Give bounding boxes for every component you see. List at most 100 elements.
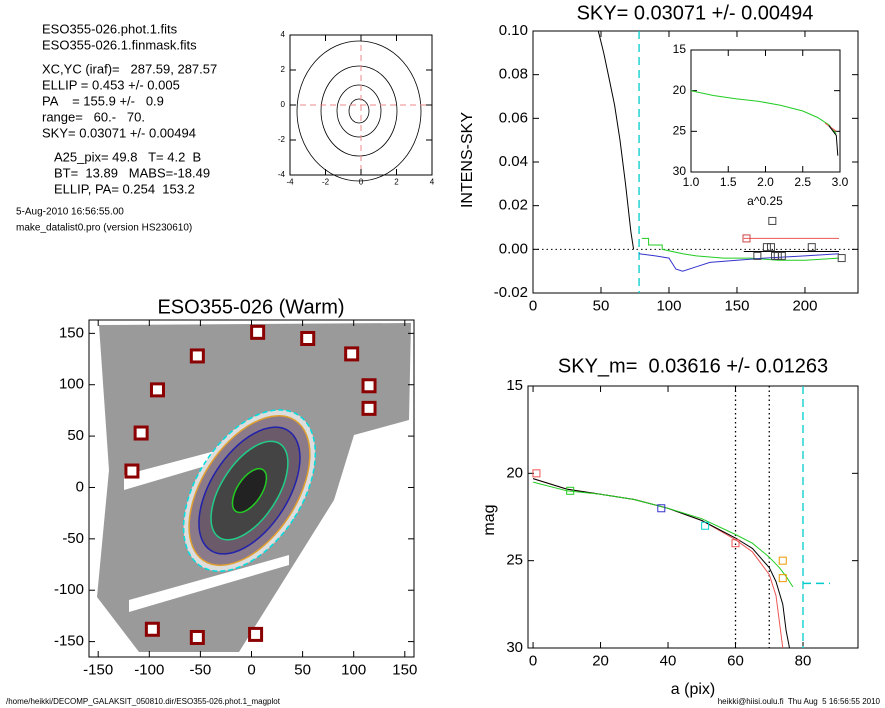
marker: [762, 243, 771, 252]
x-tick-label: 4: [430, 177, 435, 186]
series-line: [641, 237, 840, 261]
x-tick-label: 0: [247, 661, 255, 678]
y-tick-label: 0: [76, 478, 84, 495]
panel: 0 20 40 60 80 15 20 25 30 SKY_m= 0.03616 +/- 0.01…: [481, 355, 859, 698]
y-axis-label: INTENS-SKY: [459, 112, 476, 208]
x-tick-label: -100: [134, 661, 164, 678]
x-tick-label: 40: [660, 652, 677, 669]
x-tick-label: 2.0: [757, 175, 774, 189]
marker: [566, 486, 575, 495]
marker: [124, 463, 140, 479]
sky-gap: [129, 555, 289, 612]
marker: [731, 539, 740, 548]
marker: [361, 378, 377, 394]
info-line: A25_pix= 49.8 T= 4.2 B: [54, 149, 201, 164]
info-line: make_datalist0.pro (version HS230610): [16, 223, 192, 234]
marker: [773, 251, 782, 260]
info-line: ELLIP = 0.453 +/- 0.005: [42, 77, 180, 92]
marker: [778, 574, 787, 583]
x-tick-label: 200: [792, 297, 817, 314]
x-tick-label: 1.0: [683, 175, 700, 189]
series-line: [532, 481, 794, 588]
x-tick-label: 150: [724, 297, 749, 314]
marker: [189, 348, 205, 364]
x-tick-label: 3.0: [832, 175, 849, 189]
marker: [742, 234, 751, 243]
series-line: [824, 122, 837, 132]
y-tick-label: 150: [59, 324, 84, 341]
contour: [348, 98, 370, 124]
x-tick-label: 0: [529, 297, 537, 314]
marker: [250, 324, 266, 340]
info-line: XC,YC (iraf)= 287.59, 287.57: [42, 61, 217, 76]
marker: [361, 400, 377, 416]
marker: [778, 556, 787, 565]
y-tick-label: 30: [506, 639, 523, 656]
contour: [336, 84, 382, 138]
series-line: [690, 90, 837, 135]
x-tick-label: 50: [294, 661, 311, 678]
y-tick-label: -50: [62, 530, 84, 547]
x-tick-label: -4: [286, 177, 294, 186]
x-tick-label: 100: [656, 297, 681, 314]
x-tick-label: 1.5: [720, 175, 737, 189]
series-line: [597, 30, 635, 250]
y-tick-label: 20: [506, 464, 523, 481]
x-tick-label: 150: [392, 661, 417, 678]
y-tick-label: 0.04: [499, 153, 528, 170]
contour: [296, 40, 422, 182]
y-tick-label: 100: [59, 376, 84, 393]
x-tick-label: 60: [727, 652, 744, 669]
contour: [320, 65, 398, 157]
x-tick-label: 80: [795, 652, 812, 669]
series-line: [639, 253, 840, 272]
y-tick-label: 25: [673, 124, 687, 138]
panel: 1.0 1.5 2.0 2.5 3.0 15 20 25 30 a^0.25: [673, 42, 849, 208]
x-tick-label: -2: [322, 177, 330, 186]
footer-right: heikki@hiisi.oulu.fi Thu Aug 5 16:56:55 …: [718, 697, 881, 706]
sky-gap: [124, 450, 219, 490]
galaxy-isophote: [231, 467, 268, 514]
x-tick-label: -50: [190, 661, 212, 678]
marker: [344, 346, 360, 362]
y-tick-label: 15: [506, 377, 523, 394]
x-tick-label: 50: [593, 297, 610, 314]
y-axis-label: mag: [481, 504, 498, 535]
chart-title: SKY_m= 0.03616 +/- 0.01263: [558, 355, 828, 377]
y-tick-label: 0.00: [499, 240, 528, 257]
x-tick-label: 100: [341, 661, 366, 678]
y-tick-label: 20: [673, 83, 687, 97]
y-tick-label: -4: [278, 170, 286, 179]
info-line: ELLIP, PA= 0.254 153.2: [54, 181, 195, 196]
x-tick-label: -150: [83, 661, 113, 678]
marker: [144, 621, 160, 637]
marker: [657, 504, 666, 513]
plot-frame: [527, 385, 859, 649]
marker: [248, 626, 264, 642]
y-tick-label: -0.02: [494, 284, 528, 301]
marker: [766, 243, 775, 252]
y-tick-label: 15: [673, 42, 687, 56]
y-tick-label: -150: [54, 633, 84, 650]
marker: [149, 382, 165, 398]
info-line: SKY= 0.03071 +/- 0.00494: [42, 125, 196, 140]
x-tick-label: 0: [359, 177, 364, 186]
marker: [189, 629, 205, 645]
info-line: ESO355-026.phot.1.fits: [42, 21, 178, 36]
marker: [837, 254, 846, 263]
marker: [753, 251, 762, 260]
info-line: 5-Aug-2010 16:56:55.00: [16, 207, 124, 218]
footer-left: /home/heikki/DECOMP_GALAKSIT_050810.dir/…: [6, 697, 281, 706]
marker: [768, 216, 777, 225]
marker: [701, 521, 710, 530]
chart-title: SKY= 0.03071 +/- 0.00494: [577, 2, 814, 24]
info-line: PA = 155.9 +/- 0.9: [42, 93, 164, 108]
y-tick-label: 0.02: [499, 197, 528, 214]
y-tick-label: -100: [54, 581, 84, 598]
x-tick-label: 2.5: [794, 175, 811, 189]
marker: [300, 330, 316, 346]
plot-bg: [691, 50, 840, 172]
series-line: [828, 125, 839, 156]
x-axis-label: a^0.25: [747, 194, 783, 208]
